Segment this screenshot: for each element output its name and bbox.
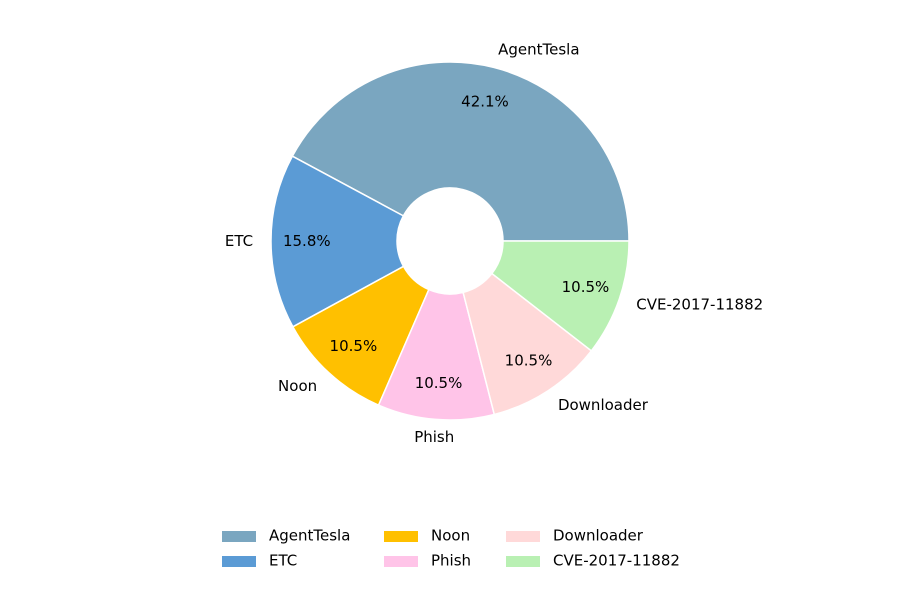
legend-label-noon: Noon (431, 527, 470, 545)
slice-phish (377, 288, 496, 421)
legend-label-phish: Phish (431, 552, 471, 570)
legend-label-etc: ETC (269, 552, 297, 570)
slice-label-phish: Phish (414, 428, 454, 446)
legend-label-agenttesla: AgentTesla (269, 527, 350, 545)
legend-swatch-etc (222, 556, 256, 567)
slice-agenttesla (291, 61, 630, 242)
percent-label-downloader: 10.5% (505, 351, 553, 369)
legend-swatch-agenttesla (222, 531, 256, 542)
slice-label-downloader: Downloader (558, 396, 649, 414)
legend-label-downloader: Downloader (553, 527, 644, 545)
slices-group (270, 61, 630, 421)
slice-label-noon: Noon (278, 377, 317, 395)
slice-labels-group: AgentTesla ETC Noon Phish Downloader CVE-2017… (225, 41, 763, 446)
legend-swatch-cve-2017-11882 (506, 556, 540, 567)
slice-label-cve-2017-11882: CVE-2017-11882 (636, 295, 763, 313)
legend-swatch-downloader (506, 531, 540, 542)
percent-label-agenttesla: 42.1% (461, 93, 509, 111)
slice-label-etc: ETC (225, 232, 253, 250)
legend-swatch-phish (384, 556, 418, 567)
slice-downloader (462, 272, 593, 416)
percent-labels-group: 42.1% 15.8% 10.5% 10.5% 10.5% 10.5% (283, 93, 609, 393)
slice-noon (291, 265, 430, 407)
percent-label-phish: 10.5% (415, 374, 463, 392)
legend-label-cve-2017-11882: CVE-2017-11882 (553, 552, 680, 570)
percent-label-noon: 10.5% (330, 337, 378, 355)
slice-cve-2017-11882 (490, 240, 630, 352)
percent-label-etc: 15.8% (283, 232, 331, 250)
legend: AgentTesla ETC Noon Phish Downloader CVE-2017… (222, 527, 680, 570)
legend-swatch-noon (384, 531, 418, 542)
slice-label-agenttesla: AgentTesla (498, 41, 579, 59)
percent-label-cve-2017-11882: 10.5% (562, 278, 610, 296)
